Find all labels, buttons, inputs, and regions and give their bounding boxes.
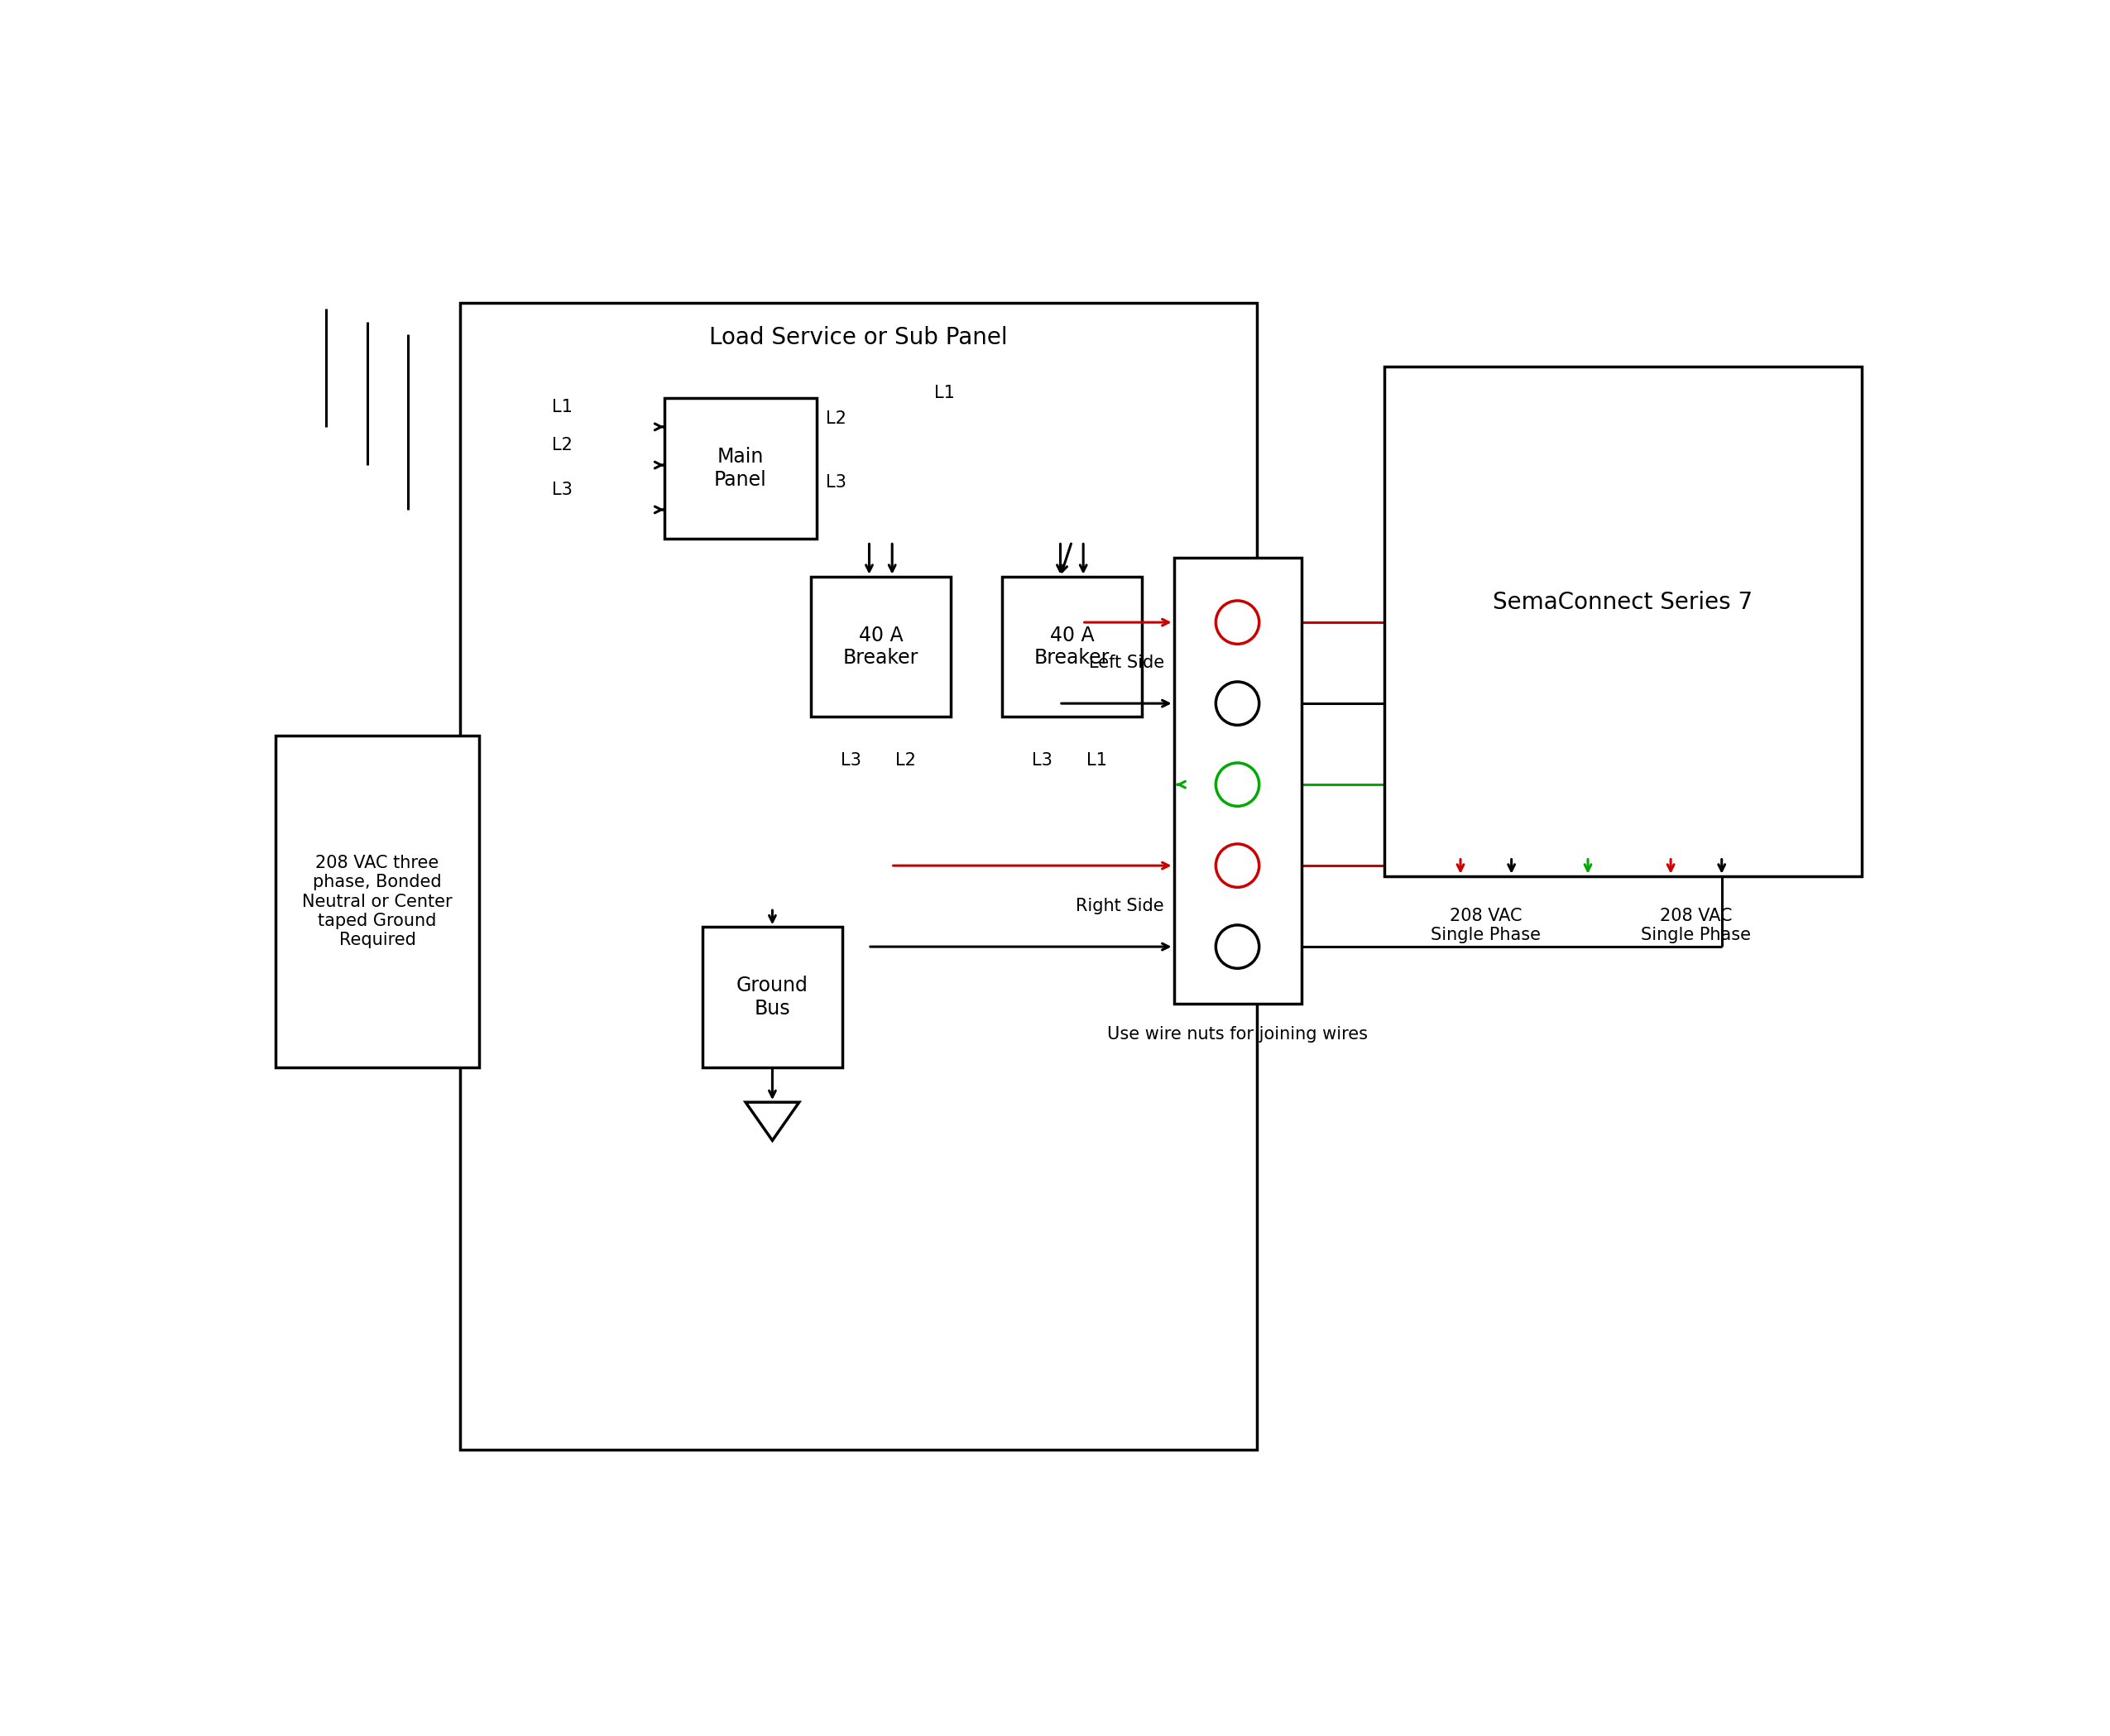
Text: Main
Panel: Main Panel	[713, 446, 766, 490]
Bar	[276, 736, 479, 1068]
Bar	[460, 302, 1258, 1450]
Circle shape	[1215, 682, 1260, 726]
Text: 208 VAC three
phase, Bonded
Neutral or Center
taped Ground
Required: 208 VAC three phase, Bonded Neutral or C…	[302, 854, 452, 948]
Text: 40 A
Breaker: 40 A Breaker	[842, 625, 918, 668]
Text: 208 VAC
Single Phase: 208 VAC Single Phase	[1642, 908, 1751, 944]
Circle shape	[1215, 925, 1260, 969]
Polygon shape	[745, 1102, 800, 1141]
Text: L3: L3	[842, 752, 861, 769]
Text: Right Side: Right Side	[1076, 898, 1165, 915]
Text: L3: L3	[1032, 752, 1053, 769]
Text: Ground
Bus: Ground Bus	[736, 976, 808, 1019]
Text: L1: L1	[553, 399, 572, 415]
Text: L2: L2	[553, 437, 572, 453]
Text: L3: L3	[825, 474, 846, 491]
Text: 208 VAC
Single Phase: 208 VAC Single Phase	[1431, 908, 1540, 944]
Bar	[665, 398, 817, 538]
Text: Use wire nuts for joining wires: Use wire nuts for joining wires	[1108, 1026, 1367, 1042]
Text: L1: L1	[1087, 752, 1108, 769]
Bar	[1173, 557, 1302, 1003]
Bar	[1002, 576, 1142, 717]
Text: Left Side: Left Side	[1089, 654, 1165, 672]
Text: SemaConnect Series 7: SemaConnect Series 7	[1494, 590, 1753, 613]
Circle shape	[1215, 762, 1260, 806]
Text: L1: L1	[935, 385, 954, 401]
Text: Load Service or Sub Panel: Load Service or Sub Panel	[709, 326, 1009, 349]
Bar	[703, 927, 842, 1068]
Text: L2: L2	[895, 752, 916, 769]
Circle shape	[1215, 844, 1260, 887]
Text: 40 A
Breaker: 40 A Breaker	[1034, 625, 1110, 668]
Circle shape	[1215, 601, 1260, 644]
Text: L2: L2	[825, 410, 846, 427]
Bar	[1384, 366, 1861, 877]
Bar	[810, 576, 952, 717]
Text: L3: L3	[553, 481, 572, 498]
